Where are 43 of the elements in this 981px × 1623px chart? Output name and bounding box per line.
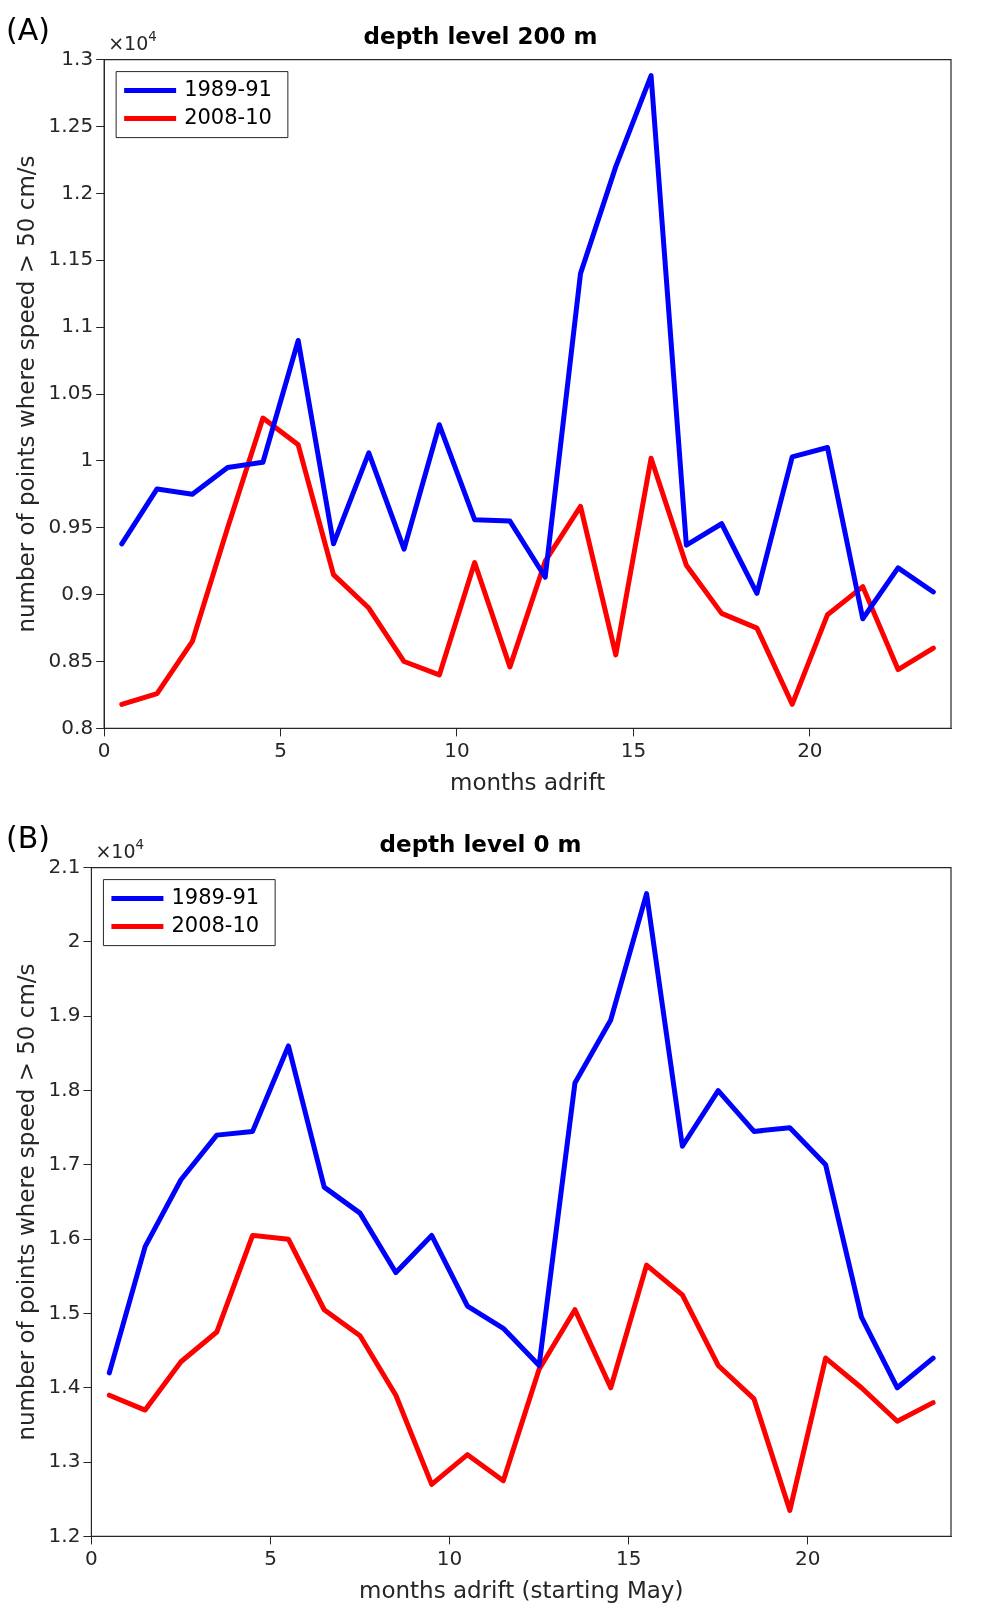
legend-label: 2008-10 (171, 913, 260, 938)
y-tick-label: 1 (80, 447, 94, 472)
y-tick-label: 0.85 (48, 647, 94, 672)
legend-label: 1989-91 (171, 885, 260, 910)
text: (A) (6, 12, 50, 47)
x-tick-label: 15 (620, 737, 647, 762)
y-tick-label: 1.15 (48, 246, 94, 271)
x-tick-label: 0 (85, 1545, 98, 1570)
x-tick-label: 5 (264, 1545, 277, 1570)
chart-title: depth level 200 m (363, 22, 598, 49)
y-tick-label: 1.7 (48, 1151, 81, 1176)
y-tick-label: 0.9 (61, 580, 94, 605)
legend-label: 1989-91 (184, 77, 272, 102)
y-tick-label: 1.25 (48, 112, 94, 137)
y-tick-label: 1.05 (48, 380, 94, 405)
legend-label: 2008-10 (184, 105, 272, 130)
y-tick-label: 1.3 (61, 45, 94, 70)
x-tick-label: 20 (797, 737, 823, 762)
y-tick-label: 1.1 (61, 313, 94, 338)
y-axis-title: number of points where speed > 50 cm/s (12, 963, 39, 1441)
y-tick-label: 1.2 (61, 179, 94, 204)
y-tick-label: 0.8 (61, 714, 94, 739)
y-tick-label: 2 (67, 928, 81, 953)
x-tick-label: 5 (274, 737, 287, 762)
x-tick-label: 10 (436, 1545, 463, 1570)
y-tick-label: 1.8 (48, 1076, 81, 1101)
x-axis-title: months adrift (starting May) (358, 1577, 684, 1604)
y-tick-label: 2.1 (48, 853, 81, 878)
y-axis-title: number of points where speed > 50 cm/s (12, 155, 39, 633)
x-tick-label: 15 (615, 1545, 642, 1570)
x-tick-label: 0 (97, 737, 111, 762)
x-axis-title: months adrift (449, 769, 606, 796)
y-tick-label: 1.5 (48, 1299, 81, 1324)
y-tick-label: 1.2 (48, 1522, 81, 1547)
y-tick-label: 1.3 (48, 1448, 81, 1473)
x-tick-label: 10 (444, 737, 470, 762)
y-tick-label: 1.6 (48, 1225, 81, 1250)
y-tick-label: 0.95 (48, 513, 94, 538)
text: (B) (6, 820, 50, 855)
y-tick-label: 1.9 (48, 1002, 81, 1027)
y-tick-label: 1.4 (48, 1373, 81, 1398)
chart-title: depth level 0 m (379, 830, 582, 857)
x-tick-label: 20 (795, 1545, 821, 1570)
